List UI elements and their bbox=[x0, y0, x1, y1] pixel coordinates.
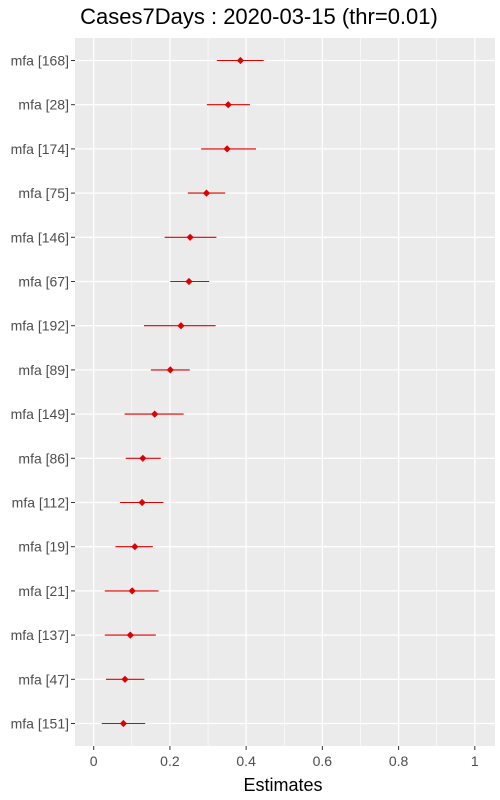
estimate-point bbox=[202, 189, 211, 197]
y-tick-label: mfa [67] bbox=[18, 274, 69, 290]
y-tick-label: mfa [146] bbox=[11, 229, 69, 245]
estimate-point bbox=[119, 719, 128, 728]
x-tick-label: 0.6 bbox=[313, 753, 333, 769]
estimate-point bbox=[151, 410, 159, 418]
estimate-marks bbox=[101, 56, 264, 728]
x-tick-label: 0.4 bbox=[236, 753, 256, 769]
estimate-point bbox=[186, 233, 194, 241]
estimate-point bbox=[166, 366, 174, 374]
x-tick-label: 0.8 bbox=[389, 753, 409, 769]
estimate-point bbox=[139, 454, 147, 462]
plot-panel bbox=[75, 38, 495, 746]
x-axis: 0 0.2 0.4 0.6 0.8 1 bbox=[90, 746, 479, 769]
y-tick-label: mfa [86] bbox=[18, 450, 69, 466]
estimate-point bbox=[224, 101, 232, 109]
y-tick-label: mfa [75] bbox=[18, 185, 69, 201]
x-axis-title: Estimates bbox=[243, 775, 322, 795]
y-axis: mfa [168] mfa [28] mfa [174] mfa [75] mfa [1… bbox=[11, 53, 75, 732]
y-tick-label: mfa [19] bbox=[18, 539, 69, 555]
estimate-point bbox=[236, 56, 245, 65]
y-tick-label: mfa [149] bbox=[11, 406, 69, 422]
x-tick-label: 0 bbox=[90, 753, 98, 769]
y-tick-label: mfa [174] bbox=[11, 141, 69, 157]
y-tick-label: mfa [47] bbox=[18, 671, 69, 687]
estimate-point bbox=[131, 543, 139, 551]
y-tick-label: mfa [21] bbox=[18, 583, 69, 599]
y-tick-label: mfa [192] bbox=[11, 318, 69, 334]
estimate-point bbox=[126, 631, 134, 639]
estimate-point bbox=[177, 322, 185, 330]
chart-title: Cases7Days : 2020-03-15 (thr=0.01) bbox=[80, 4, 438, 29]
estimate-point bbox=[128, 587, 136, 595]
y-tick-label: mfa [28] bbox=[18, 97, 69, 113]
estimate-point bbox=[185, 277, 193, 286]
minor-gridlines bbox=[131, 38, 437, 746]
y-tick-label: mfa [151] bbox=[11, 716, 69, 732]
y-tick-label: mfa [168] bbox=[11, 53, 69, 69]
y-tick-label: mfa [112] bbox=[12, 495, 69, 511]
major-gridlines bbox=[75, 38, 495, 746]
y-tick-label: mfa [137] bbox=[11, 627, 69, 643]
estimate-point bbox=[138, 498, 146, 507]
x-tick-label: 1 bbox=[471, 753, 479, 769]
x-tick-label: 0.2 bbox=[160, 753, 180, 769]
estimate-point bbox=[121, 675, 129, 683]
estimate-point bbox=[223, 145, 231, 153]
y-tick-label: mfa [89] bbox=[18, 362, 69, 378]
